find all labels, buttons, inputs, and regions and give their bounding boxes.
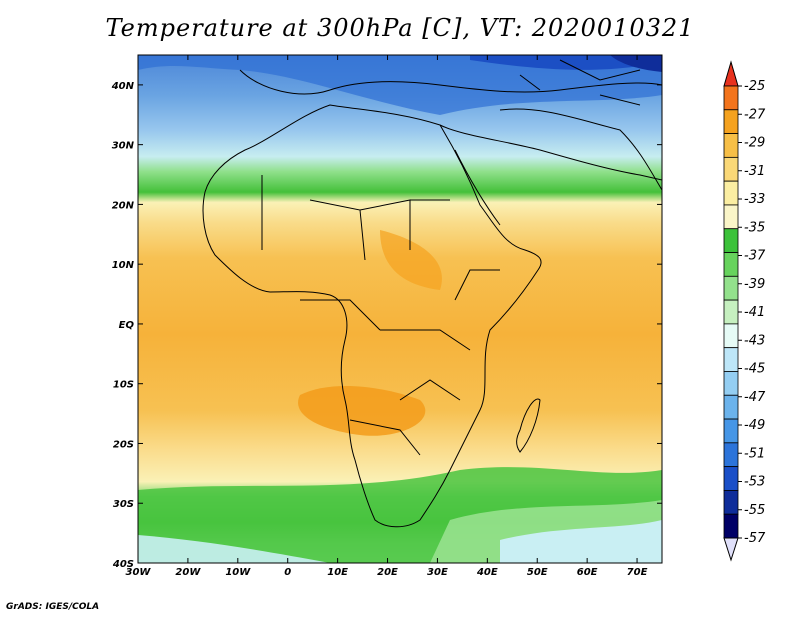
lat-label: 20S bbox=[113, 439, 134, 450]
colorbar-label: -41 bbox=[744, 305, 765, 320]
lon-label: 0 bbox=[284, 567, 291, 578]
colorbar-label: -57 bbox=[744, 531, 766, 546]
colorbar-swatch bbox=[723, 347, 739, 372]
colorbar bbox=[723, 60, 739, 562]
colorbar-swatch bbox=[723, 252, 739, 277]
lon-label: 40E bbox=[476, 567, 498, 578]
colorbar-swatch bbox=[723, 156, 739, 182]
colorbar-bottom-arrow bbox=[723, 537, 739, 562]
colorbar-label: -45 bbox=[744, 362, 765, 377]
credit-label: GrADS: IGES/COLA bbox=[6, 602, 100, 612]
lon-label: 30W bbox=[126, 567, 152, 578]
lat-label: 10N bbox=[112, 260, 135, 271]
colorbar-swatch bbox=[723, 180, 739, 206]
lon-axis: 30W 20W 10W 0 10E 20E 30E 40E 50E 60E 70E bbox=[126, 55, 648, 578]
colorbar-swatch bbox=[723, 394, 739, 420]
temperature-field bbox=[138, 55, 662, 563]
colorbar-label: -51 bbox=[744, 446, 765, 461]
lon-label: 10E bbox=[327, 567, 348, 578]
lon-label: 20E bbox=[377, 567, 398, 578]
colorbar-label: -55 bbox=[744, 503, 765, 518]
lon-label: 50E bbox=[527, 567, 548, 578]
colorbar-label: -33 bbox=[744, 192, 765, 207]
lat-label: 40N bbox=[111, 81, 135, 92]
colorbar-label: -25 bbox=[744, 79, 765, 94]
colorbar-swatch bbox=[723, 109, 739, 134]
colorbar-label: -37 bbox=[744, 249, 766, 264]
lat-label: 40S bbox=[112, 559, 134, 570]
colorbar-swatch bbox=[723, 513, 739, 539]
lon-label: 20W bbox=[175, 567, 201, 578]
colorbar-swatch bbox=[723, 442, 739, 468]
colorbar-label: -31 bbox=[744, 164, 765, 179]
colorbar-label: -43 bbox=[744, 333, 765, 348]
colorbar-swatch bbox=[723, 275, 739, 301]
colorbar-label: -27 bbox=[744, 107, 766, 122]
lat-axis: 40N 30N 20N 10N EQ 10S 20S 30S 40S bbox=[111, 81, 662, 570]
lon-label: 30E bbox=[427, 567, 448, 578]
colorbar-swatch bbox=[723, 418, 739, 444]
colorbar-swatch bbox=[723, 85, 739, 111]
colorbar-swatch bbox=[723, 299, 739, 325]
lat-label: 30S bbox=[113, 499, 134, 510]
colorbar-label: -39 bbox=[744, 277, 765, 292]
colorbar-swatch bbox=[723, 371, 739, 396]
lon-label: 10W bbox=[225, 567, 251, 578]
colorbar-label: -53 bbox=[744, 475, 765, 490]
map-title: Temperature at 300hPa [C], VT: 202001032… bbox=[105, 14, 695, 42]
coastlines bbox=[202, 59, 662, 528]
lat-label: 10S bbox=[113, 380, 134, 391]
plot-frame bbox=[137, 54, 663, 564]
colorbar-label: -29 bbox=[744, 136, 765, 151]
lon-label: 60E bbox=[577, 567, 598, 578]
colorbar-label: -49 bbox=[744, 418, 765, 433]
colorbar-swatch bbox=[723, 228, 739, 253]
colorbar-swatch bbox=[723, 466, 739, 491]
lat-label: 30N bbox=[112, 141, 135, 152]
colorbar-swatch bbox=[723, 490, 739, 515]
colorbar-labels: -25 -27 -29 -31 -33 -35 -37 -39 -41 -43 -45 -47 -49 -… bbox=[738, 79, 766, 546]
colorbar-top-arrow bbox=[723, 60, 739, 87]
lat-label: EQ bbox=[119, 320, 135, 331]
lon-label: 70E bbox=[627, 567, 648, 578]
lat-label: 20N bbox=[112, 200, 135, 211]
colorbar-swatch bbox=[723, 204, 739, 230]
colorbar-label: -35 bbox=[744, 220, 765, 235]
colorbar-label: -47 bbox=[744, 390, 766, 405]
colorbar-swatch bbox=[723, 133, 739, 158]
colorbar-swatch bbox=[723, 323, 739, 349]
